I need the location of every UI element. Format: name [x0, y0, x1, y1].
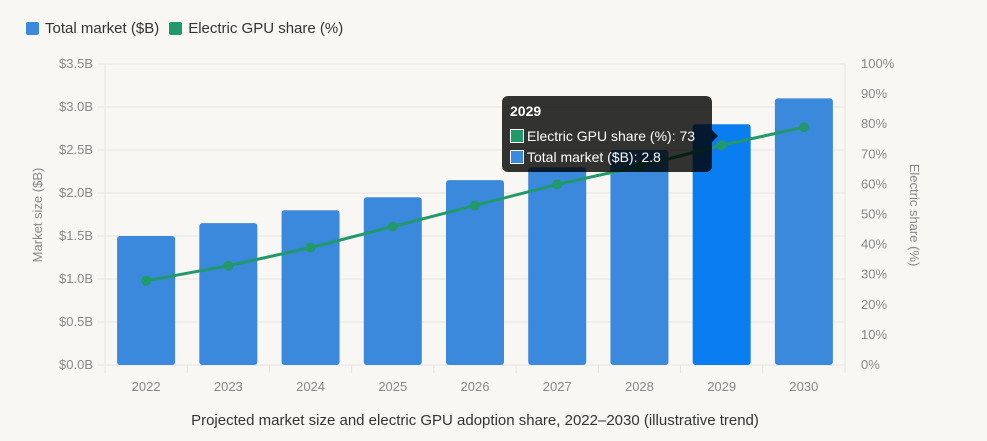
share-point-2027	[552, 179, 563, 190]
x-tick-label: 2023	[214, 379, 243, 394]
x-tick-label: 2025	[378, 379, 407, 394]
share-point-2029	[716, 140, 727, 151]
y2-tick-label: 80%	[861, 116, 887, 131]
x-tick-label: 2030	[789, 379, 818, 394]
y2-tick-label: 100%	[861, 56, 895, 71]
x-tick-label: 2024	[296, 379, 325, 394]
y2-tick-label: 20%	[861, 297, 887, 312]
bar-2023	[199, 223, 258, 365]
x-tick-label: 2028	[625, 379, 654, 394]
y-tick-label: $0.5B	[59, 314, 93, 329]
share-point-2024	[305, 242, 316, 253]
tooltip: 2029 Electric GPU share (%): 73 Total ma…	[502, 96, 718, 172]
y2-tick-label: 40%	[861, 237, 887, 252]
bar-2026	[446, 180, 504, 365]
tooltip-text: Total market ($B): 2.8	[527, 149, 661, 165]
y2-tick-label: 10%	[861, 327, 887, 342]
bar-2027	[528, 167, 587, 365]
chart-caption: Projected market size and electric GPU a…	[191, 412, 759, 429]
y2-tick-label: 90%	[861, 86, 887, 101]
share-point-2030	[798, 122, 809, 133]
legend-swatch	[26, 22, 39, 35]
y-tick-label: $2.5B	[59, 142, 93, 157]
tooltip-swatch	[510, 129, 524, 143]
tooltip-title: 2029	[510, 103, 542, 119]
legend-swatch	[169, 22, 183, 35]
legend-item-electric-share[interactable]: Electric GPU share (%)	[169, 20, 343, 37]
tooltip-row-market: Total market ($B): 2.8	[510, 149, 661, 165]
y-tick-label: $2.0B	[59, 185, 93, 200]
legend-label: Electric GPU share (%)	[188, 20, 344, 37]
y2-tick-label: 30%	[861, 267, 887, 282]
bar-2029	[692, 124, 751, 365]
bar-2022	[117, 236, 176, 365]
bar-2030	[774, 98, 833, 366]
tooltip-text: Electric GPU share (%): 73	[527, 128, 696, 144]
y-axis-title: Market size ($B)	[30, 168, 45, 263]
y2-tick-label: 70%	[861, 146, 887, 161]
share-point-2023	[223, 260, 234, 271]
bar-2024	[281, 210, 340, 365]
y2-axis-title: Electric share (%)	[907, 164, 922, 267]
y2-tick-label: 0%	[861, 357, 880, 372]
x-tick-label: 2029	[707, 379, 736, 394]
y-tick-label: $1.0B	[59, 271, 93, 286]
y-tick-label: $0.0B	[59, 357, 93, 372]
y2-tick-label: 60%	[861, 176, 887, 191]
x-tick-label: 2027	[543, 379, 572, 394]
y-tick-label: $1.5B	[59, 228, 93, 243]
y-tick-label: $3.5B	[59, 56, 93, 71]
x-tick-label: 2022	[132, 379, 161, 394]
bar-2025	[363, 197, 422, 365]
tooltip-row-share: Electric GPU share (%): 73	[510, 128, 695, 144]
share-point-2022	[141, 275, 152, 286]
share-point-2026	[470, 200, 480, 211]
x-tick-label: 2026	[461, 379, 490, 394]
share-point-2025	[387, 221, 398, 232]
y2-tick-label: 50%	[861, 207, 887, 222]
legend-item-total-market[interactable]: Total market ($B)	[26, 20, 159, 37]
y-tick-label: $3.0B	[59, 99, 93, 114]
bar-2028	[610, 150, 669, 365]
tooltip-swatch	[510, 150, 524, 164]
legend-label: Total market ($B)	[45, 20, 160, 37]
legend: Total market ($B) Electric GPU share (%)	[26, 20, 343, 37]
